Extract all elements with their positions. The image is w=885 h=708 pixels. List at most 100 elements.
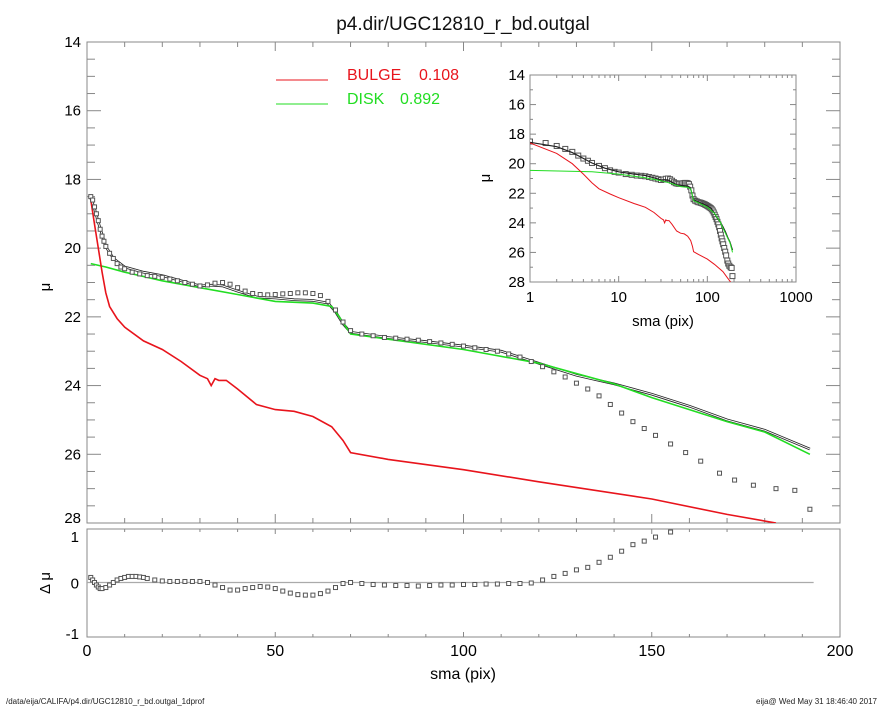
inset-observed-point [622, 171, 629, 178]
residual-point [144, 575, 150, 581]
observed-point [295, 290, 301, 296]
inset-observed-point [542, 140, 549, 147]
residual-point [182, 578, 188, 584]
y-tick-label: 28 [64, 510, 81, 527]
observed-point [204, 282, 210, 288]
legend-disk-value: 0.892 [400, 91, 440, 108]
observed-point [562, 374, 568, 380]
observed-point [189, 281, 195, 287]
residual-point [317, 591, 323, 597]
residual-point [227, 587, 233, 593]
observed-point [607, 401, 613, 407]
observed-point [227, 281, 233, 287]
observed-point [340, 319, 346, 325]
observed-point [272, 292, 278, 298]
observed-point [596, 393, 602, 399]
residual-point [641, 538, 647, 544]
inset-bulge-line [530, 142, 731, 282]
main-y-label: μ [37, 283, 54, 292]
footer-filepath: /data/eija/CALIFA/p4.dir/UGC12810_r_bd.o… [6, 697, 205, 706]
legend-bulge-label: BULGE [347, 67, 401, 84]
residual-point [265, 584, 271, 590]
residual-point [607, 554, 613, 560]
residual-point [551, 573, 557, 579]
observed-point [103, 243, 109, 249]
residual-point [295, 592, 301, 598]
residual-point [370, 582, 376, 588]
residual-point [280, 588, 286, 594]
observed-point [107, 250, 113, 256]
inset-panel: 14 16 18 20 22 24 26 281 10 100 1000 [508, 67, 812, 306]
observed-point [159, 274, 165, 280]
inset-x-label: sma (pix) [632, 313, 694, 330]
observed-point [197, 283, 203, 289]
residual-point [235, 587, 241, 593]
residual-point [668, 529, 674, 535]
observed-point [698, 458, 704, 464]
observed-point [494, 348, 500, 354]
residual-point [472, 582, 478, 588]
observed-point [97, 226, 103, 232]
residual-point [152, 577, 158, 583]
inset-observed-point [723, 252, 730, 259]
inset-observed-point [530, 138, 533, 145]
x-tick-label: 150 [638, 643, 665, 660]
residual-point [596, 559, 602, 565]
observed-point [404, 336, 410, 342]
observed-point [302, 290, 308, 296]
y-tick-label: 20 [64, 240, 81, 257]
observed-point [92, 204, 98, 210]
inset-x-tick-label: 10 [610, 289, 627, 306]
observed-point [393, 335, 399, 341]
x-axis-label: sma (pix) [430, 666, 496, 683]
observed-point [348, 328, 354, 334]
residual-point [517, 581, 523, 587]
footer-timestamp: eija@ Wed May 31 18:46:40 2017 [756, 697, 877, 706]
observed-point [325, 298, 331, 304]
inset-y-tick-label: 26 [508, 244, 525, 261]
residual-point [325, 588, 331, 594]
residual-point [427, 583, 433, 589]
observed-point [438, 340, 444, 346]
residual-point [189, 578, 195, 584]
x-tick-label: 200 [827, 643, 854, 660]
residual-point [167, 578, 173, 584]
observed-point [551, 369, 557, 375]
observed-point [95, 218, 101, 224]
inset-observed-point [729, 273, 736, 280]
inset-y-tick-label: 14 [508, 67, 525, 84]
residual-point [332, 585, 338, 591]
residual-point [250, 585, 256, 591]
observed-point [370, 333, 376, 339]
residual-point [272, 586, 278, 592]
observed-point [220, 280, 226, 285]
inset-x-tick-label: 100 [695, 289, 720, 306]
observed-point [449, 341, 455, 347]
residual-point [540, 577, 546, 583]
observed-point [653, 432, 659, 438]
bulge-line [90, 199, 777, 523]
x-tick-label: 100 [450, 643, 477, 660]
observed-point [152, 273, 158, 279]
residual-point [619, 548, 625, 554]
observed-point [137, 271, 143, 277]
residual-point [197, 578, 203, 584]
residual-point [159, 578, 165, 584]
inset-disk-line [530, 169, 733, 253]
observed-point [90, 197, 96, 203]
legend: BULGE 0.108 DISK 0.892 [276, 67, 459, 108]
inset-y-tick-label: 18 [508, 126, 525, 143]
legend-bulge-value: 0.108 [419, 67, 459, 84]
observed-point [287, 290, 293, 296]
observed-point [517, 354, 523, 360]
observed-point [506, 351, 512, 357]
observed-point [585, 386, 591, 392]
observed-point [630, 419, 636, 425]
observed-point [641, 426, 647, 432]
observed-point [683, 450, 689, 456]
residual-point [415, 583, 421, 589]
residual-point [107, 582, 113, 588]
inset-x-tick-label: 1000 [779, 289, 812, 306]
